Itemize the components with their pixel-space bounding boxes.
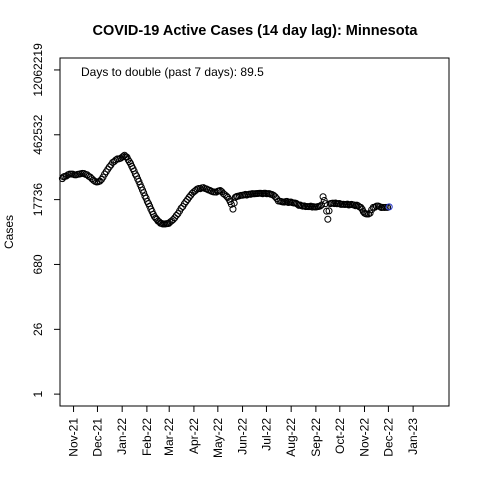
data-point	[124, 156, 132, 164]
chart-title: COVID-19 Active Cases (14 day lag): Minn…	[92, 23, 418, 39]
data-points	[58, 151, 393, 228]
plot-frame	[59, 57, 450, 407]
y-tick-label: 17736	[31, 183, 45, 217]
x-tick-label: Mar-22	[162, 418, 176, 456]
y-tick-label: 26	[31, 322, 45, 336]
data-point	[206, 186, 214, 194]
x-tick-label: Dec-21	[90, 418, 104, 457]
data-point	[343, 200, 351, 208]
data-point	[319, 193, 327, 201]
x-tick-label: Sep-22	[309, 418, 323, 457]
data-point	[153, 215, 161, 223]
data-point	[112, 156, 120, 164]
y-tick-label: 462532	[31, 114, 45, 154]
doubling-annotation: Days to double (past 7 days): 89.5	[81, 65, 264, 79]
y-tick-label: 680	[31, 254, 45, 274]
x-tick-label: Jan-23	[406, 418, 420, 455]
x-tick-label: May-22	[211, 418, 225, 458]
data-point	[385, 203, 393, 211]
data-point	[366, 209, 374, 217]
x-tick-label: Nov-22	[358, 418, 372, 457]
x-tick-label: Dec-22	[381, 418, 395, 457]
data-point	[307, 202, 315, 210]
data-point	[325, 207, 333, 215]
y-tick-label: 12062219	[31, 43, 45, 97]
x-tick-label: Jun-22	[236, 418, 250, 455]
x-axis: Nov-21 Dec-21 Jan-22 Feb-22 Mar-22 Apr-22 May-…	[67, 406, 420, 458]
x-tick-label: Feb-22	[140, 418, 154, 456]
data-point	[320, 196, 328, 204]
x-tick-label: Jan-22	[115, 418, 129, 455]
data-point	[323, 207, 331, 215]
x-tick-label: Jul-22	[259, 418, 273, 451]
data-point	[135, 178, 143, 186]
y-axis: 1 26 680 17736 462532 12062219	[31, 43, 60, 397]
x-tick-label: Nov-21	[67, 418, 81, 457]
y-axis-label: Cases	[2, 215, 16, 249]
y-tick-label: 1	[31, 390, 45, 397]
x-tick-label: Apr-22	[187, 418, 201, 454]
data-point	[324, 215, 332, 223]
x-tick-label: Aug-22	[284, 418, 298, 457]
x-tick-label: Oct-22	[333, 418, 347, 454]
